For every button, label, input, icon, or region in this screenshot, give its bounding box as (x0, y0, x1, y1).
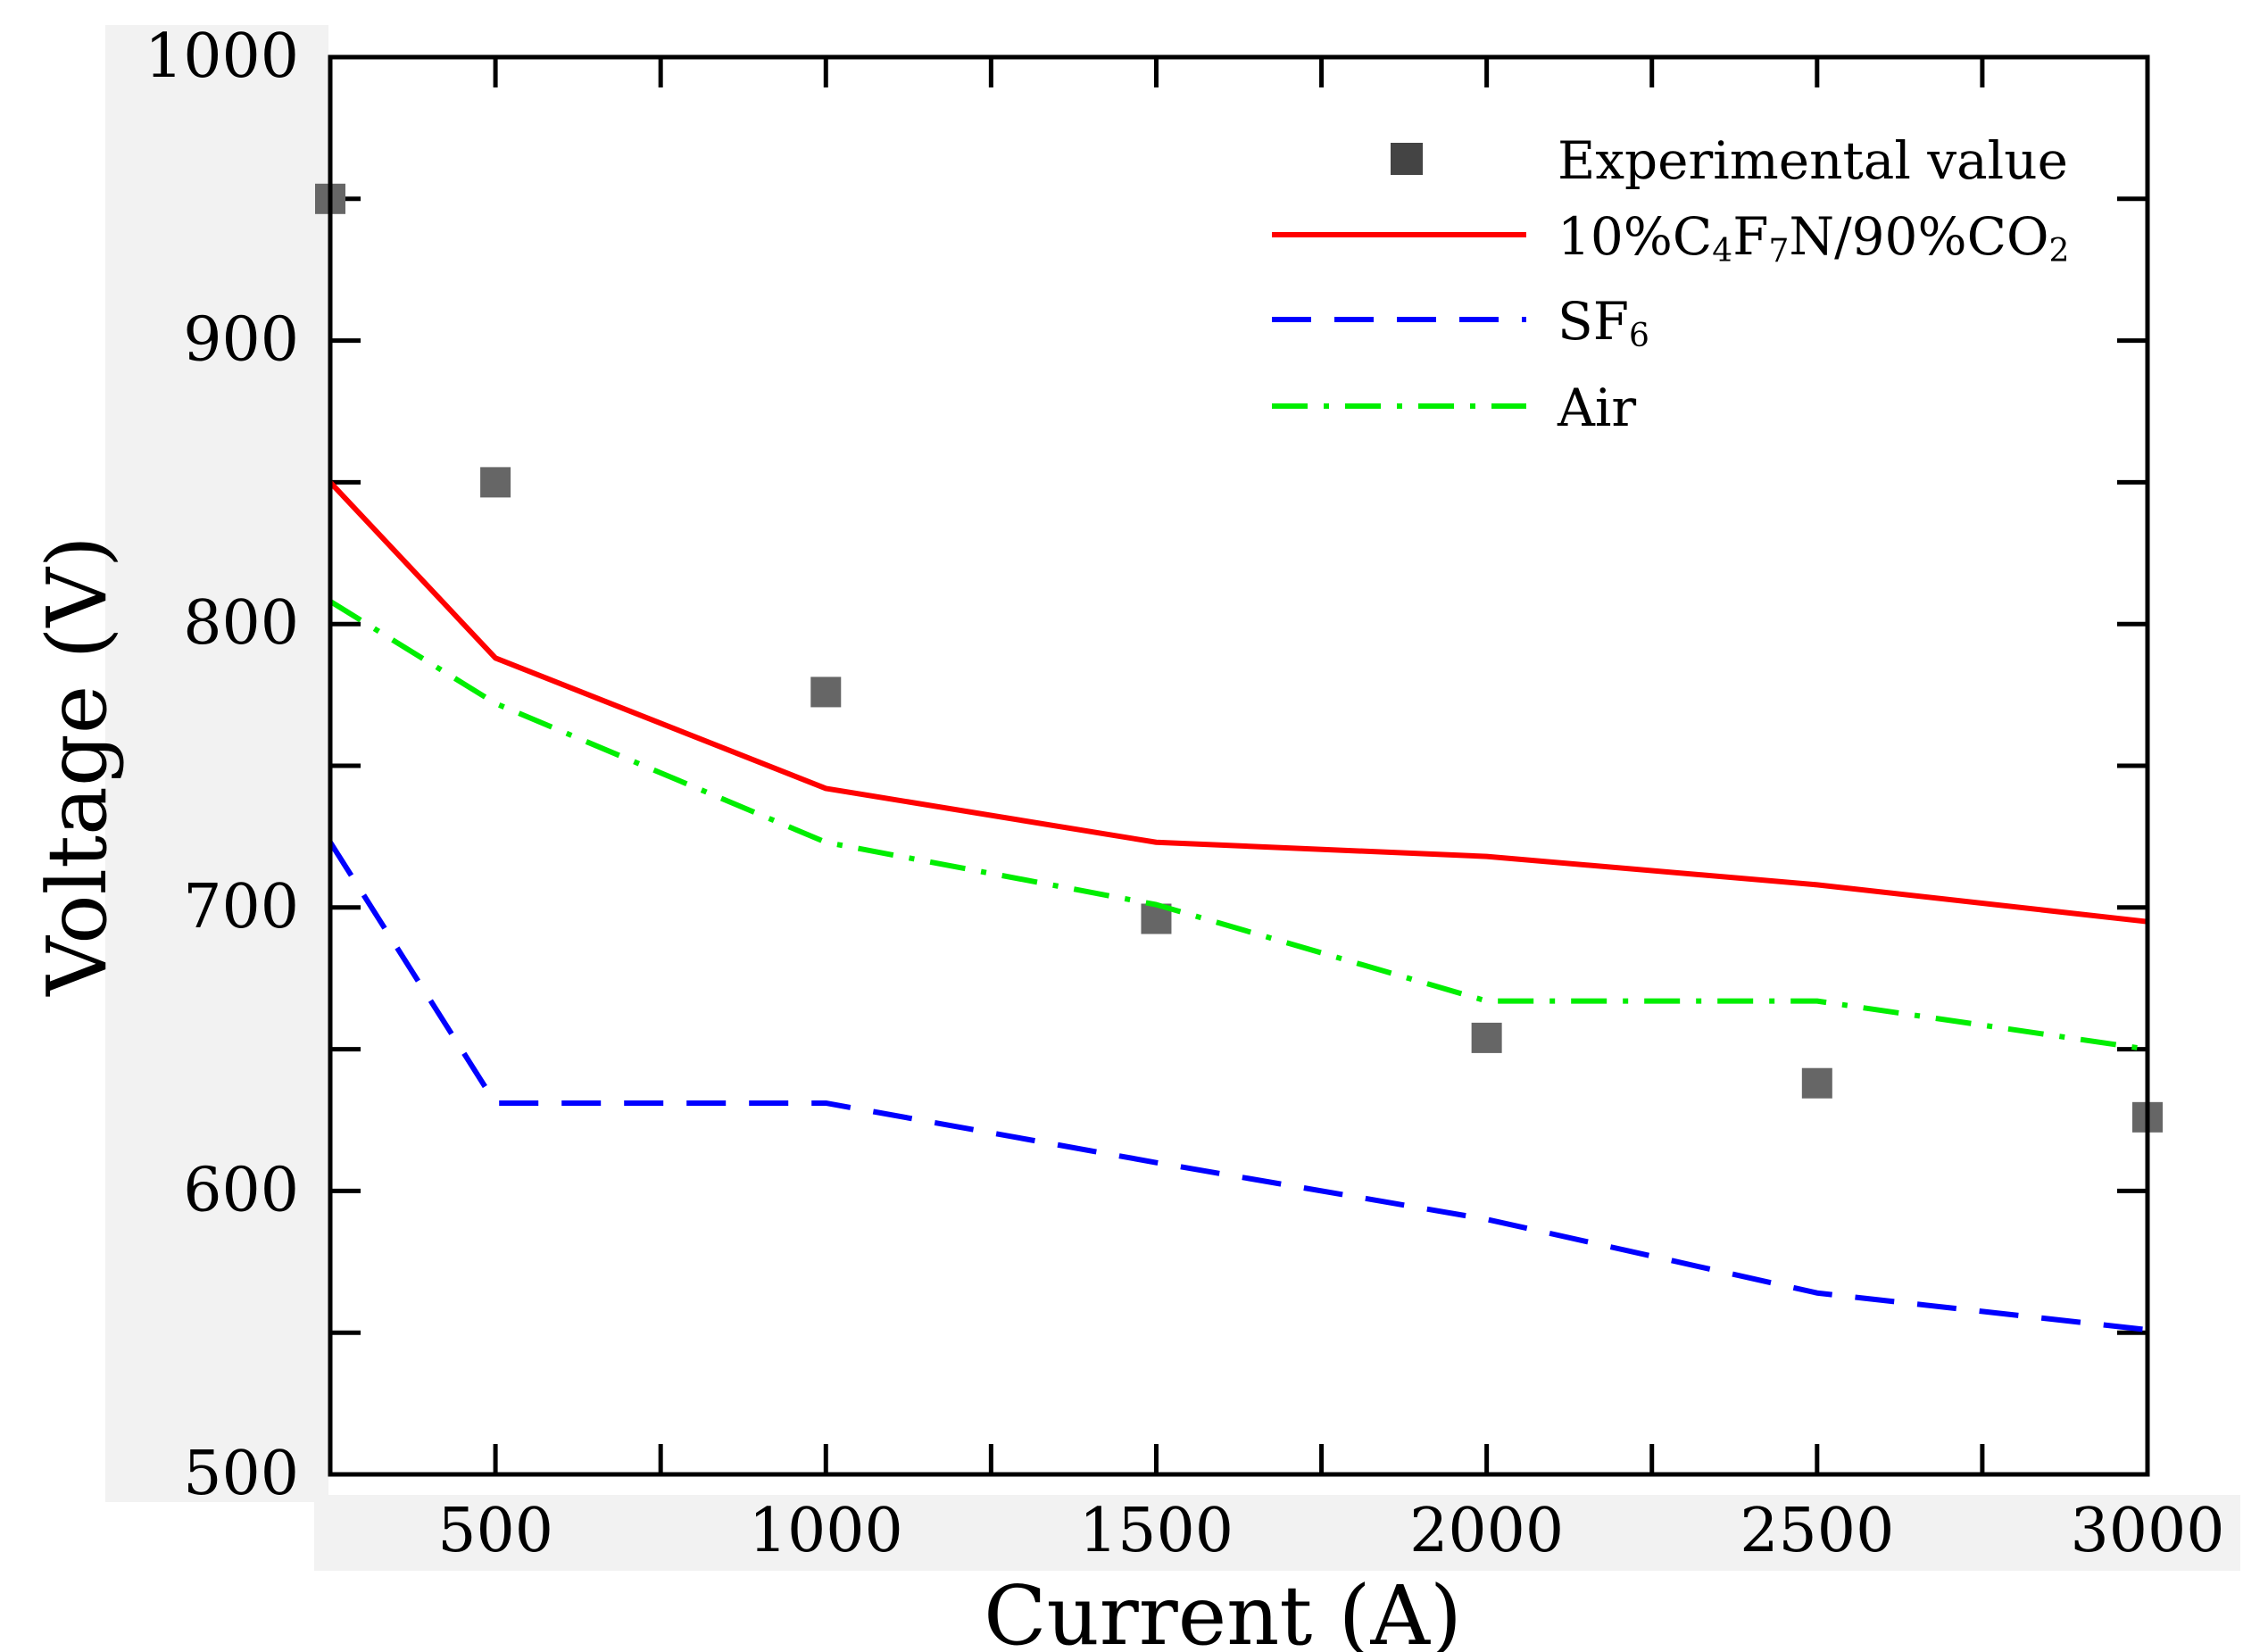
x-tick-label: 3000 (2070, 1496, 2224, 1566)
series-line-3 (328, 599, 2148, 1052)
x-tick-labels: 500 1000 1500 2000 2500 3000 (437, 1496, 2224, 1566)
y-axis-title: Voltage (V) (29, 535, 125, 996)
ticks (330, 54, 2150, 1477)
x-tick-label: 1000 (749, 1496, 903, 1566)
experimental-point (480, 467, 511, 498)
x-tick-label: 500 (437, 1496, 553, 1566)
y-tick-label: 1000 (145, 21, 299, 92)
y-tick-label: 900 (183, 305, 299, 376)
experimental-point (1801, 1067, 1832, 1099)
legend-label: Experimental value (1558, 130, 2068, 191)
legend-label: SF6 (1558, 291, 1649, 354)
experimental-point (1471, 1022, 1502, 1053)
series-line-2 (328, 841, 2148, 1333)
legend-label: Air (1557, 378, 1636, 438)
x-tick-background (314, 1495, 2240, 1571)
series-layer (315, 183, 2163, 1333)
y-tick-background (105, 25, 328, 1502)
y-tick-label: 700 (183, 872, 299, 942)
y-tick-label: 600 (183, 1155, 299, 1225)
x-axis-title: Current (A) (984, 1568, 1462, 1652)
plot-frame (328, 54, 2150, 1477)
y-tick-label: 800 (183, 588, 299, 659)
x-tick-label: 2000 (1409, 1496, 1564, 1566)
x-tick-label: 2500 (1740, 1496, 1894, 1566)
y-tick-label: 500 (183, 1439, 299, 1509)
experimental-point (810, 677, 842, 708)
legend: Experimental value 10%C4F7N/90%CO2 SF6 Air (1272, 130, 2069, 438)
y-tick-labels: 500 600 700 800 900 1000 (145, 21, 299, 1509)
legend-label: 10%C4F7N/90%CO2 (1558, 206, 2069, 270)
series-line-1 (328, 480, 2148, 925)
x-tick-label: 1500 (1079, 1496, 1234, 1566)
legend-marker-experimental (1391, 143, 1423, 175)
